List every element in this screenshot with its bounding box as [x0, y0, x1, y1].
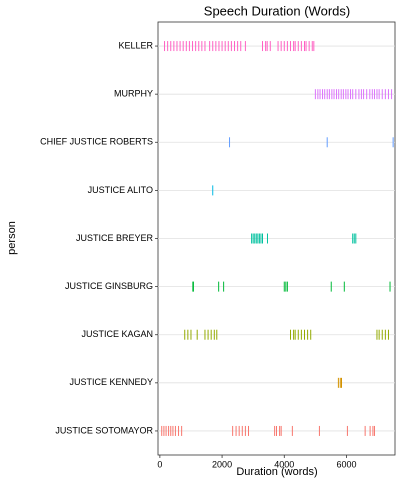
x-tick-label: 4000 — [274, 459, 294, 469]
y-tick-label: CHIEF JUSTICE ROBERTS — [40, 137, 153, 147]
y-tick-label: KELLER — [118, 40, 153, 50]
y-tick-label: JUSTICE BREYER — [76, 233, 154, 243]
chart-title: Speech Duration (Words) — [204, 3, 350, 18]
x-axis-title: Duration (words) — [236, 466, 317, 478]
x-tick-label: 2000 — [212, 459, 232, 469]
y-tick-label: JUSTICE SOTOMAYOR — [55, 425, 153, 435]
y-tick-label: JUSTICE ALITO — [88, 185, 153, 195]
y-tick-label: JUSTICE KAGAN — [81, 329, 153, 339]
y-axis-title: person — [6, 221, 18, 255]
x-tick-label: 0 — [157, 459, 162, 469]
y-tick-label: JUSTICE GINSBURG — [65, 281, 153, 291]
y-tick-label: MURPHY — [114, 89, 153, 99]
y-tick-label: JUSTICE KENNEDY — [69, 377, 153, 387]
x-tick-label: 6000 — [336, 459, 356, 469]
